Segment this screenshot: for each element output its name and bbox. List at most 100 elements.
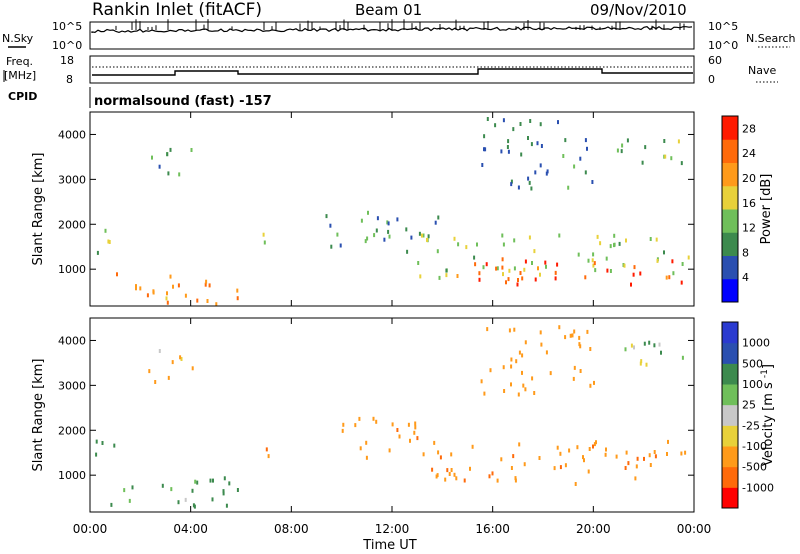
power-y-axis-title: Slant Range [km]	[31, 153, 46, 266]
heatmap-cell	[624, 466, 627, 470]
heatmap-cell	[469, 466, 471, 471]
power-panel-frame	[89, 111, 695, 307]
colorbar-segment	[722, 278, 738, 303]
velocity-colorbar-title-text: Velocity [m s	[761, 382, 776, 466]
heatmap-cell	[501, 257, 504, 262]
heatmap-cell	[421, 233, 423, 238]
heatmap-cell	[413, 430, 416, 435]
noise-left-label: N.Sky	[2, 32, 34, 45]
heatmap-cell	[407, 422, 410, 427]
heatmap-cell	[478, 277, 481, 282]
heatmap-cell	[645, 362, 648, 367]
colorbar-tick-label: -1000	[742, 481, 774, 494]
colorbar-tick-label: 4	[742, 271, 749, 284]
heatmap-cell	[540, 144, 543, 148]
heatmap-cell	[559, 451, 562, 456]
heatmap-cell	[376, 216, 379, 221]
heatmap-cell	[510, 357, 513, 362]
heatmap-cell	[653, 450, 656, 454]
heatmap-cell	[577, 252, 580, 257]
velocity-y-ticks: 1000 2000 3000 4000	[58, 334, 694, 482]
heatmap-cell	[634, 476, 637, 481]
heatmap-cell	[116, 272, 118, 277]
colorbar-tick-label: 100	[742, 378, 763, 391]
heatmap-cell	[539, 272, 541, 277]
colorbar-segment	[722, 322, 738, 344]
heatmap-cell	[595, 440, 597, 445]
heatmap-cell	[396, 217, 399, 222]
heatmap-cell	[494, 123, 497, 128]
heatmap-cell	[518, 442, 521, 447]
colorbar-tick-label: 25	[742, 399, 756, 412]
heatmap-cell	[161, 483, 164, 488]
power-panel: 1000 2000 3000 4000 Slant Range [km] 4 8 12 16…	[31, 111, 774, 307]
time-axis-ticks: 00:00 04:00 08:00 12:00 16:00 20:00 00:00	[73, 112, 711, 536]
date-title: 09/Nov/2010	[590, 1, 687, 19]
colorbar-tick-label: 16	[742, 197, 756, 210]
heatmap-cell	[540, 342, 543, 347]
heatmap-cell	[533, 249, 536, 254]
colorbar-segment	[722, 342, 738, 364]
heatmap-cell	[387, 221, 390, 226]
heatmap-cell	[672, 271, 675, 276]
heatmap-cell	[436, 249, 439, 254]
cpid-label: CPID	[8, 90, 37, 103]
heatmap-cell	[418, 231, 421, 236]
heatmap-cell	[152, 290, 155, 295]
heatmap-cell	[453, 236, 456, 241]
heatmap-cell	[184, 497, 187, 502]
heatmap-cell	[434, 220, 437, 225]
noise-left-tick-top: 10^5	[52, 20, 82, 33]
heatmap-cell	[527, 176, 530, 181]
heatmap-cell	[450, 468, 453, 472]
heatmap-cell	[639, 271, 642, 276]
heatmap-cell	[593, 380, 595, 385]
heatmap-cell	[386, 220, 389, 225]
heatmap-cell	[684, 450, 687, 455]
heatmap-cell	[456, 274, 459, 278]
velocity-panel: 1000 2000 3000 4000 Slant Range [km] 1000 50…	[31, 317, 776, 513]
heatmap-cell	[508, 328, 511, 333]
heatmap-cell	[165, 296, 168, 301]
heatmap-cell	[208, 283, 211, 288]
noise-left-tick-bottom: 10^0	[52, 39, 82, 52]
time-tick-label: 12:00	[375, 522, 410, 536]
colorbar-segment	[722, 162, 738, 187]
heatmap-cell	[158, 164, 161, 169]
heatmap-cell	[668, 275, 671, 280]
heatmap-cell	[636, 456, 639, 461]
heatmap-cell	[524, 259, 527, 264]
heatmap-cell	[410, 235, 413, 240]
heatmap-cell	[591, 258, 594, 263]
heatmap-cell	[236, 296, 239, 301]
freq-right-label: Nave	[748, 64, 776, 77]
heatmap-cell	[521, 370, 523, 375]
y-tick-label: 2000	[58, 424, 86, 437]
heatmap-cell	[426, 237, 428, 242]
freq-panel: Freq. [MHz] 18 8 Nave 60 0	[3, 54, 778, 86]
heatmap-cell	[416, 436, 419, 441]
heatmap-cell	[375, 228, 378, 233]
heatmap-cell	[473, 255, 476, 260]
colorbar-tick-label: -500	[742, 461, 767, 474]
heatmap-cell	[336, 232, 339, 237]
heatmap-cell	[510, 382, 512, 387]
power-colorbar: 4 8 12 16 20 24 28	[721, 115, 756, 303]
heatmap-cell	[108, 240, 111, 244]
heatmap-cell	[571, 333, 574, 338]
heatmap-cell	[599, 241, 602, 246]
heatmap-cell	[508, 268, 511, 273]
colorbar-segment	[722, 255, 738, 280]
heatmap-cell	[439, 455, 442, 460]
heatmap-cell	[589, 347, 592, 351]
heatmap-cell	[184, 293, 187, 298]
freq-right-tick-bottom: 0	[708, 73, 715, 86]
heatmap-cell	[627, 461, 630, 466]
heatmap-cell	[554, 276, 557, 281]
heatmap-cell	[225, 503, 228, 508]
heatmap-cell	[579, 344, 582, 349]
heatmap-cell	[605, 447, 607, 452]
heatmap-cell	[96, 250, 99, 255]
heatmap-cell	[211, 497, 214, 502]
heatmap-cell	[544, 260, 547, 265]
